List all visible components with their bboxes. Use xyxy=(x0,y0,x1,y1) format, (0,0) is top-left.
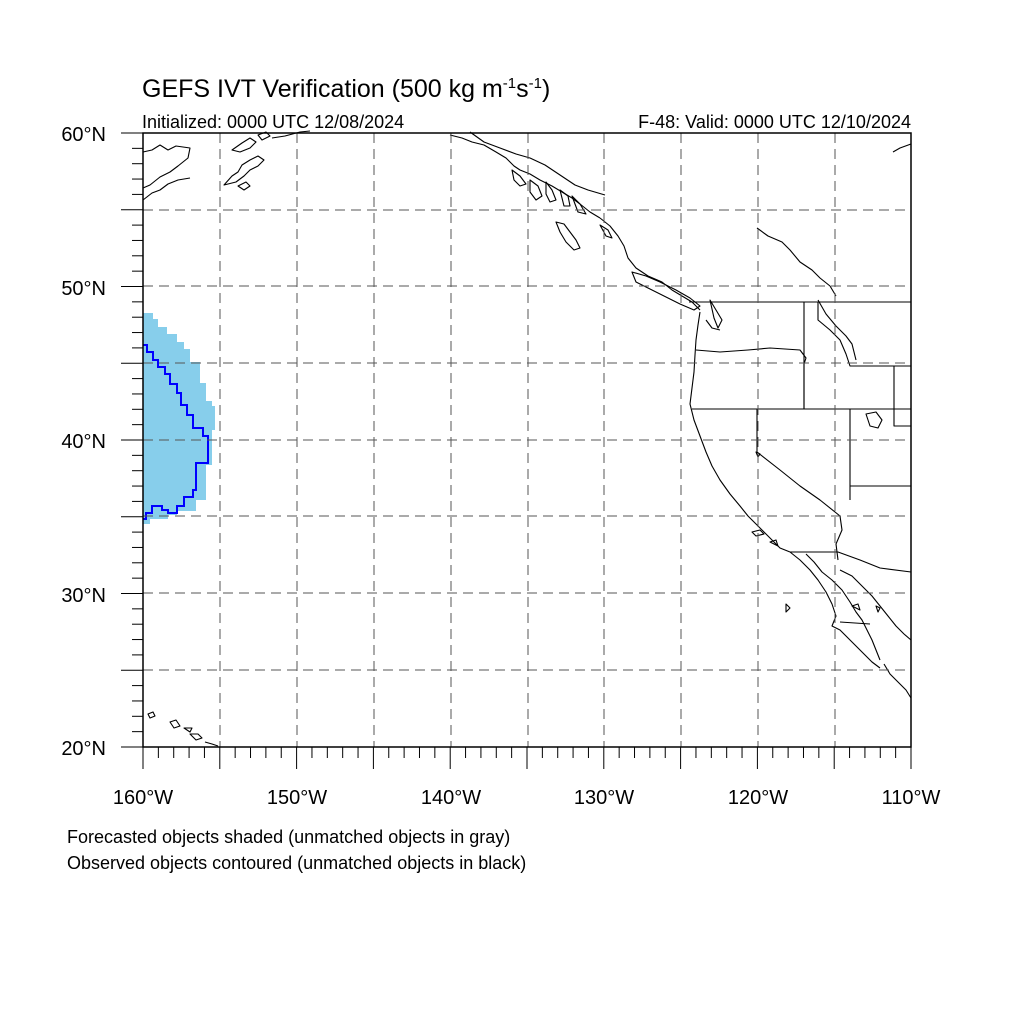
axis-ticks xyxy=(121,132,912,769)
lon-label: 120°W xyxy=(728,787,788,809)
forecast-footnote: Forecasted objects shaded (unmatched obj… xyxy=(67,827,510,847)
valid-time-label: F-48: Valid: 0000 UTC 12/10/2024 xyxy=(638,112,911,132)
lon-axis-labels: 160°W 150°W 140°W 130°W 120°W 110°W xyxy=(113,787,941,809)
lat-label: 40°N xyxy=(61,431,106,453)
coastlines xyxy=(142,130,912,747)
observed-object-contour xyxy=(143,344,209,520)
lat-label: 50°N xyxy=(61,278,106,300)
lat-label: 20°N xyxy=(61,738,106,760)
graticule xyxy=(143,133,911,747)
lon-label: 140°W xyxy=(421,787,481,809)
lon-label: 160°W xyxy=(113,787,173,809)
observed-footnote: Observed objects contoured (unmatched ob… xyxy=(67,853,526,873)
forecast-object-shading xyxy=(143,313,215,524)
lon-label: 110°W xyxy=(882,787,941,809)
lat-label: 60°N xyxy=(61,124,106,146)
lon-label: 150°W xyxy=(267,787,327,809)
lon-label: 130°W xyxy=(574,787,634,809)
map-title: GEFS IVT Verification (500 kg m-1s-1) xyxy=(142,75,550,103)
lat-label: 30°N xyxy=(61,585,106,607)
lat-axis-labels: 60°N 50°N 40°N 30°N 20°N xyxy=(61,124,106,760)
init-time-label: Initialized: 0000 UTC 12/08/2024 xyxy=(142,112,404,132)
